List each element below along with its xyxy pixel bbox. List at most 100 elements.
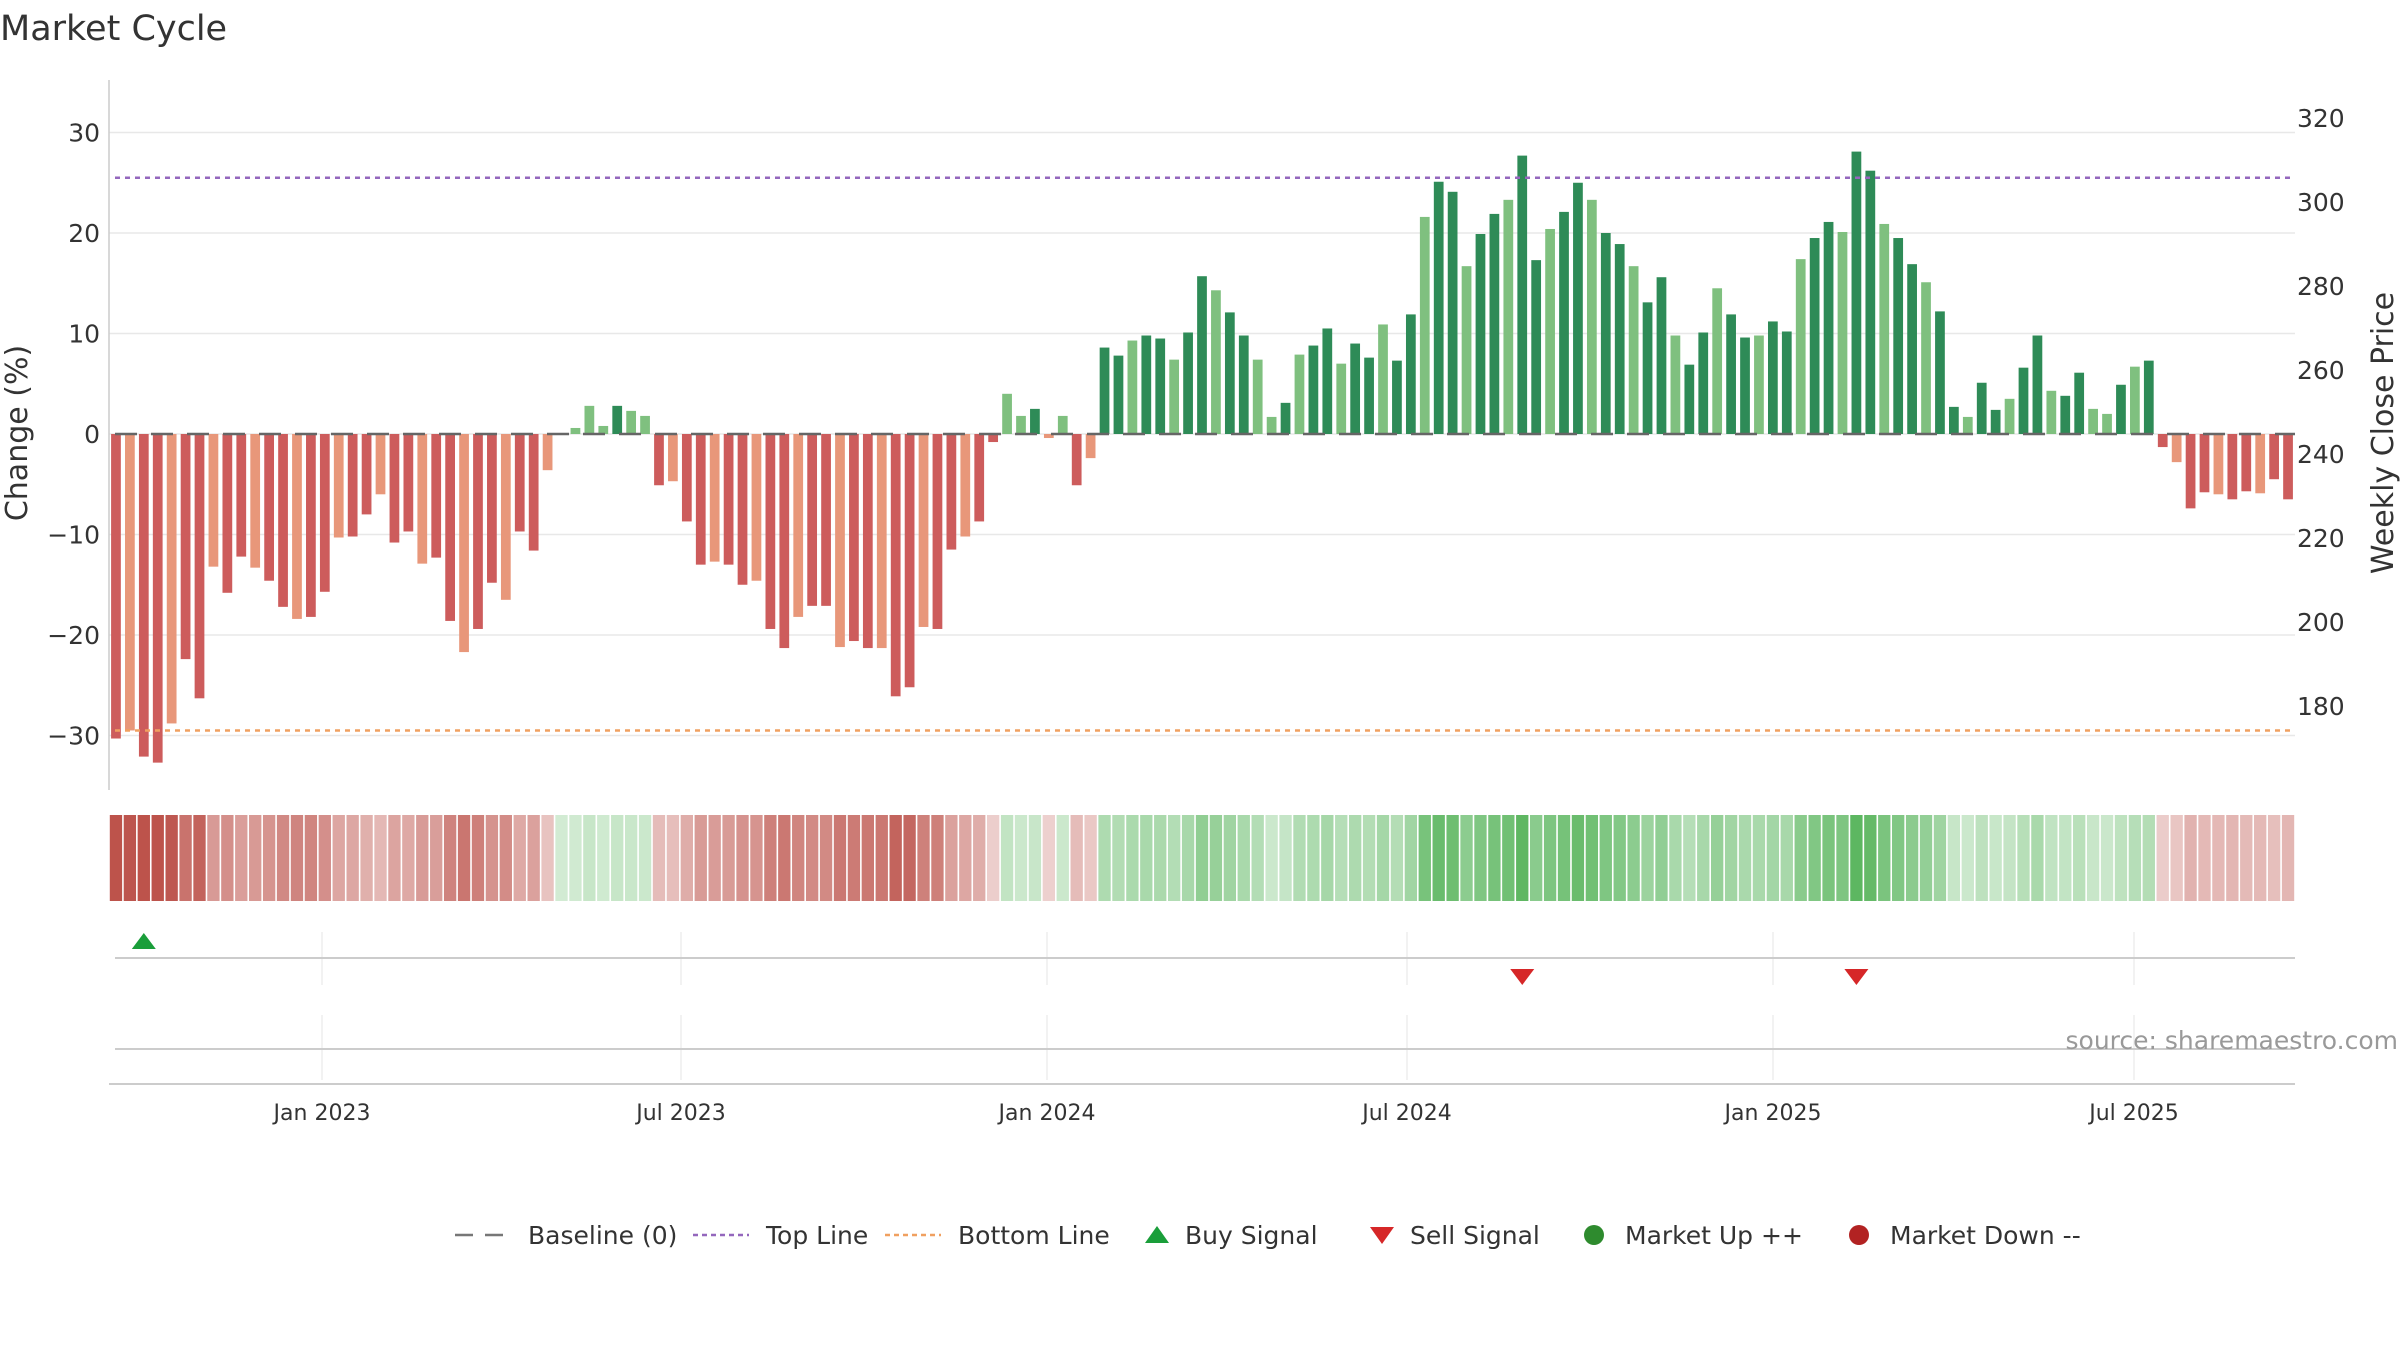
heat-cell (931, 815, 944, 901)
bar (1614, 244, 1625, 434)
bar (2143, 360, 2154, 434)
heat-cell (2226, 815, 2239, 901)
legend-item: Bottom Line (885, 1221, 1110, 1250)
sell-signal-marker (1844, 969, 1869, 985)
bar (793, 434, 804, 617)
bar (1155, 338, 1166, 434)
y-tick-label: 10 (68, 320, 100, 349)
heat-cell (903, 815, 916, 901)
bar (779, 434, 790, 649)
y2-tick-label: 260 (2297, 356, 2345, 385)
heat-cell (443, 815, 457, 901)
bar (1169, 359, 1180, 434)
heat-cell (137, 815, 150, 901)
bar (1879, 223, 1890, 434)
y2-tick-label: 280 (2297, 272, 2345, 301)
bar (473, 434, 483, 629)
bar (2199, 434, 2210, 493)
y2-tick-label: 300 (2297, 188, 2345, 217)
bar (1586, 199, 1597, 434)
y2-axis-title: Weekly Close Price (2366, 292, 2400, 574)
legend-item: Market Up ++ (1584, 1221, 1803, 1250)
bar (1392, 360, 1402, 434)
heat-cell (207, 815, 220, 901)
heat-cell (276, 815, 290, 901)
y-tick-label: −10 (47, 521, 100, 550)
heat-cell (360, 815, 373, 901)
heat-cell (151, 815, 164, 901)
heat-cell (374, 815, 387, 901)
bar (1642, 302, 1653, 434)
bar (2032, 335, 2043, 434)
bar (2046, 390, 2057, 434)
heat-cell (1000, 815, 1014, 901)
bar (1656, 277, 1667, 434)
y-axis-title: Change (%) (0, 345, 35, 521)
heat-cell (499, 815, 512, 901)
heat-cell (1808, 815, 1821, 901)
heat-cell (1488, 815, 1501, 901)
heat-cell (221, 815, 234, 901)
bar (431, 434, 442, 558)
bar (1211, 290, 1221, 434)
bar (445, 434, 456, 621)
x-tick-label: Jul 2025 (2087, 1101, 2179, 1126)
bar (2060, 395, 2071, 434)
bar (2213, 434, 2224, 495)
heat-cell (2267, 815, 2281, 901)
heat-cell (513, 815, 526, 901)
heat-cell (1223, 815, 1237, 901)
heat-cell (833, 815, 847, 901)
bar (1503, 199, 1514, 434)
bar (1336, 363, 1347, 434)
heat-cell (2240, 815, 2253, 901)
bar (1266, 416, 1277, 434)
bar (890, 434, 901, 697)
bar (1976, 382, 1987, 434)
bar (417, 434, 428, 564)
heat-cell (1195, 815, 1209, 901)
bar (2227, 434, 2238, 500)
bar (1113, 355, 1124, 434)
bar (2185, 434, 2196, 509)
bar (1767, 321, 1778, 434)
bar (1489, 213, 1500, 434)
heat-cell (1516, 815, 1529, 901)
bar (1628, 266, 1639, 434)
bar (1990, 409, 2001, 434)
bar (1238, 335, 1249, 434)
bar (1907, 264, 1917, 434)
heat-cell (945, 815, 958, 901)
heat-cell (1209, 815, 1223, 901)
heat-cell (1794, 815, 1807, 901)
bars (111, 151, 2293, 763)
heat-cell (2086, 815, 2100, 901)
bar (2130, 366, 2140, 434)
heat-cell (262, 815, 276, 901)
bar (598, 425, 609, 434)
source-label: source: sharemaestro.com (2066, 1026, 2399, 1055)
heat-cell (1390, 815, 1404, 901)
heat-cell (1822, 815, 1835, 901)
legend-swatch (1145, 1226, 1169, 1243)
bar (1921, 282, 1931, 434)
heat-cell (652, 815, 666, 901)
heat-cell (1154, 815, 1167, 901)
heat-cell (1321, 815, 1334, 901)
heat-cell (2100, 815, 2114, 901)
bar (347, 434, 358, 537)
bar (1754, 335, 1764, 434)
heat-cell (1279, 815, 1292, 901)
bar (2157, 434, 2168, 448)
bar (1057, 415, 1068, 434)
legend-swatch (1584, 1225, 1604, 1245)
heat-cell (1697, 815, 1710, 901)
x-tick-label: Jul 2024 (1360, 1101, 1452, 1126)
heat-cell (750, 815, 763, 901)
heat-cell (1836, 815, 1849, 901)
bar (292, 434, 302, 619)
legend-label: Top Line (765, 1221, 868, 1250)
heat-cell (2003, 815, 2016, 901)
heat-cell (109, 815, 123, 901)
heat-cell (1543, 815, 1557, 901)
